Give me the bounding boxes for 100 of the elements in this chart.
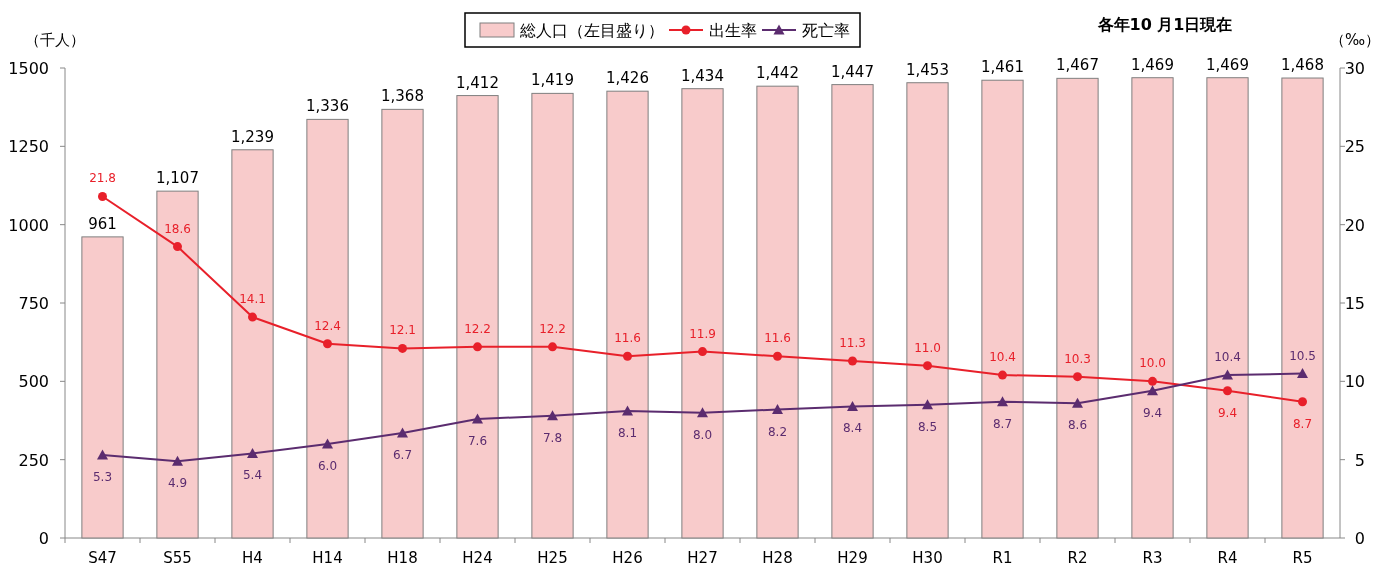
data-label: 1,412 bbox=[456, 73, 499, 92]
x-tick-label: H27 bbox=[687, 549, 718, 567]
point bbox=[1148, 376, 1157, 386]
point bbox=[1298, 397, 1307, 407]
data-label: 8.1 bbox=[617, 426, 638, 441]
data-label: 8.6 bbox=[1067, 418, 1088, 433]
legend-label: 死亡率 bbox=[802, 21, 850, 40]
data-label: 8.7 bbox=[1292, 416, 1313, 431]
data-label: 8.0 bbox=[692, 427, 713, 442]
x-tick-label: R5 bbox=[1292, 549, 1313, 567]
point bbox=[698, 347, 707, 357]
data-label: 6.0 bbox=[317, 459, 338, 473]
x-tick-label: S47 bbox=[88, 549, 117, 567]
data-label: 1,368 bbox=[381, 87, 424, 106]
point bbox=[1073, 372, 1082, 382]
data-label: 1,447 bbox=[831, 62, 874, 81]
point bbox=[247, 447, 258, 458]
point bbox=[923, 361, 932, 371]
data-label: 1,468 bbox=[1281, 56, 1324, 75]
y-tick-label: 750 bbox=[18, 294, 49, 313]
data-label: 10.3 bbox=[1064, 351, 1091, 366]
data-label: 21.8 bbox=[89, 171, 116, 186]
data-label: 5.3 bbox=[92, 469, 113, 484]
point bbox=[1297, 368, 1308, 378]
point bbox=[772, 404, 783, 415]
data-label: 1,107 bbox=[156, 169, 199, 188]
point bbox=[97, 449, 108, 460]
y2-tick-label: 5 bbox=[1354, 450, 1365, 470]
point bbox=[1147, 385, 1158, 396]
data-label: 11.3 bbox=[839, 335, 866, 350]
point bbox=[173, 242, 182, 252]
data-label: 7.8 bbox=[542, 430, 563, 445]
data-label: 1,434 bbox=[681, 66, 724, 85]
y-tick-label: 1500 bbox=[8, 59, 49, 78]
point bbox=[323, 339, 332, 349]
data-label: 9.4 bbox=[1217, 405, 1238, 420]
point bbox=[998, 370, 1007, 380]
data-label: 11.9 bbox=[689, 326, 716, 341]
data-label: 12.4 bbox=[314, 318, 341, 333]
x-tick-label: H25 bbox=[537, 549, 568, 567]
x-tick-label: H29 bbox=[837, 549, 868, 567]
data-label: 10.4 bbox=[989, 350, 1016, 365]
legend-label: 出生率 bbox=[709, 21, 757, 40]
y2-axis-title: （‰） bbox=[1329, 31, 1381, 49]
y-tick-label: 1250 bbox=[8, 137, 49, 157]
data-label: 1,442 bbox=[756, 64, 799, 83]
data-label: 8.5 bbox=[917, 419, 938, 434]
data-label: 12.1 bbox=[389, 323, 416, 338]
point bbox=[997, 396, 1008, 407]
point bbox=[322, 438, 333, 449]
data-label: 10.5 bbox=[1289, 348, 1316, 363]
data-label: 8.2 bbox=[767, 424, 788, 439]
data-label: 4.9 bbox=[167, 476, 188, 491]
data-label: 1,453 bbox=[906, 60, 949, 79]
point bbox=[248, 312, 257, 322]
point bbox=[1222, 369, 1233, 380]
data-label: 1,469 bbox=[1131, 55, 1174, 74]
data-label: 961 bbox=[88, 214, 117, 233]
point bbox=[472, 413, 483, 424]
data-label: 6.7 bbox=[392, 448, 413, 463]
y-tick-label: 500 bbox=[18, 372, 49, 392]
x-tick-label: R1 bbox=[992, 549, 1013, 567]
point bbox=[623, 351, 632, 361]
data-label: 10.4 bbox=[1214, 350, 1241, 365]
legend-label: 総人口（左目盛り） bbox=[519, 21, 664, 40]
data-label: 8.4 bbox=[842, 421, 863, 436]
x-tick-label: H26 bbox=[612, 549, 643, 567]
x-tick-label: R4 bbox=[1217, 549, 1238, 567]
x-tick-label: H24 bbox=[462, 549, 493, 567]
point bbox=[547, 410, 558, 421]
x-tick-label: H30 bbox=[912, 549, 943, 567]
data-label: 12.2 bbox=[539, 321, 566, 336]
point bbox=[1072, 397, 1083, 408]
text: 各年10 月1日現在 bbox=[1096, 15, 1233, 34]
y-tick-label: 250 bbox=[18, 450, 49, 470]
data-label: 11.6 bbox=[614, 331, 641, 346]
data-label: 1,419 bbox=[531, 71, 574, 90]
point bbox=[172, 455, 183, 466]
y-tick-label: 0 bbox=[38, 529, 49, 548]
data-label: 7.6 bbox=[467, 433, 488, 448]
y2-tick-label: 0 bbox=[1354, 529, 1365, 548]
y2-tick-label: 10 bbox=[1344, 372, 1365, 392]
point bbox=[473, 342, 482, 352]
point bbox=[548, 342, 557, 352]
data-label: 1,336 bbox=[306, 97, 349, 116]
point bbox=[697, 407, 708, 418]
point bbox=[622, 405, 633, 416]
y2-tick-label: 15 bbox=[1344, 294, 1365, 313]
data-label: 11.0 bbox=[914, 340, 941, 355]
point bbox=[1223, 386, 1232, 396]
data-label: 8.7 bbox=[992, 416, 1013, 431]
x-tick-label: H14 bbox=[312, 549, 343, 567]
point bbox=[922, 399, 933, 410]
point bbox=[773, 351, 782, 361]
data-label: 10.0 bbox=[1139, 356, 1166, 371]
data-label: 14.1 bbox=[239, 292, 266, 307]
x-tick-label: H28 bbox=[762, 549, 793, 567]
y-axis-title: （千人） bbox=[25, 31, 85, 49]
point bbox=[397, 427, 408, 438]
y2-tick-label: 30 bbox=[1344, 59, 1365, 78]
